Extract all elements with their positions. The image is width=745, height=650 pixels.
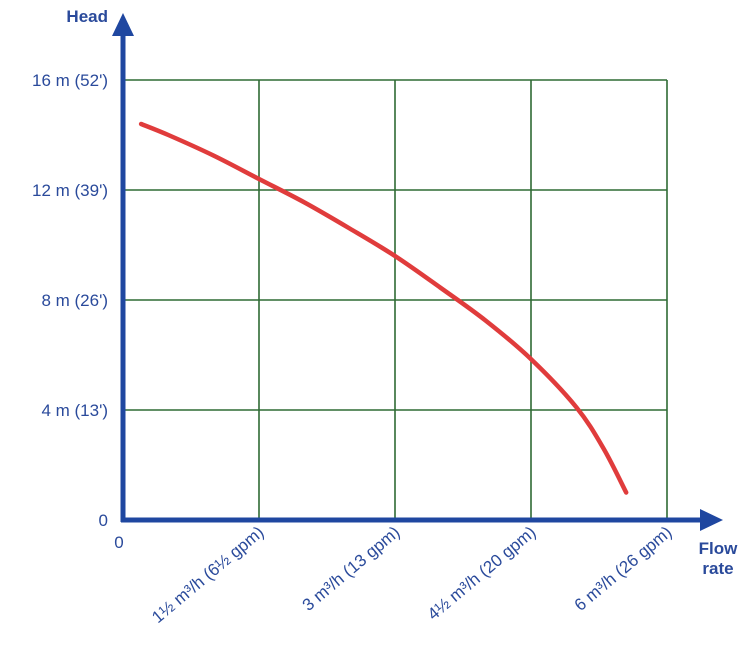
tick-labels: 0 4 m (13') 8 m (26') 12 m (39') 16 m (52') 0…: [32, 71, 676, 627]
x-tick-label-4: 6 m³/h (26 gpm): [571, 523, 676, 615]
x-tick-label-1: 1½ m³/h (6½ gpm): [148, 523, 267, 627]
x-axis-title-line1: Flow: [699, 539, 738, 558]
axis-titles: Head Flow rate: [66, 7, 738, 578]
x-tick-label-3: 4½ m³/h (20 gpm): [424, 523, 540, 624]
y-tick-label-3: 12 m (39'): [32, 181, 108, 200]
y-axis-title: Head: [66, 7, 108, 26]
y-tick-label-2: 8 m (26'): [41, 291, 108, 310]
grid-lines: [123, 79, 668, 520]
y-tick-label-0: 0: [99, 511, 108, 530]
x-tick-label-0: 0: [114, 533, 123, 552]
x-axis-title-line2: rate: [702, 559, 733, 578]
y-tick-label-4: 16 m (52'): [32, 71, 108, 90]
x-axis-arrow: [700, 509, 723, 531]
x-tick-label-2: 3 m³/h (13 gpm): [299, 523, 404, 615]
axes: [112, 13, 723, 531]
y-tick-label-1: 4 m (13'): [41, 401, 108, 420]
series-line-0: [138, 121, 629, 495]
y-axis-arrow: [112, 13, 134, 36]
series-layer: [138, 121, 629, 495]
